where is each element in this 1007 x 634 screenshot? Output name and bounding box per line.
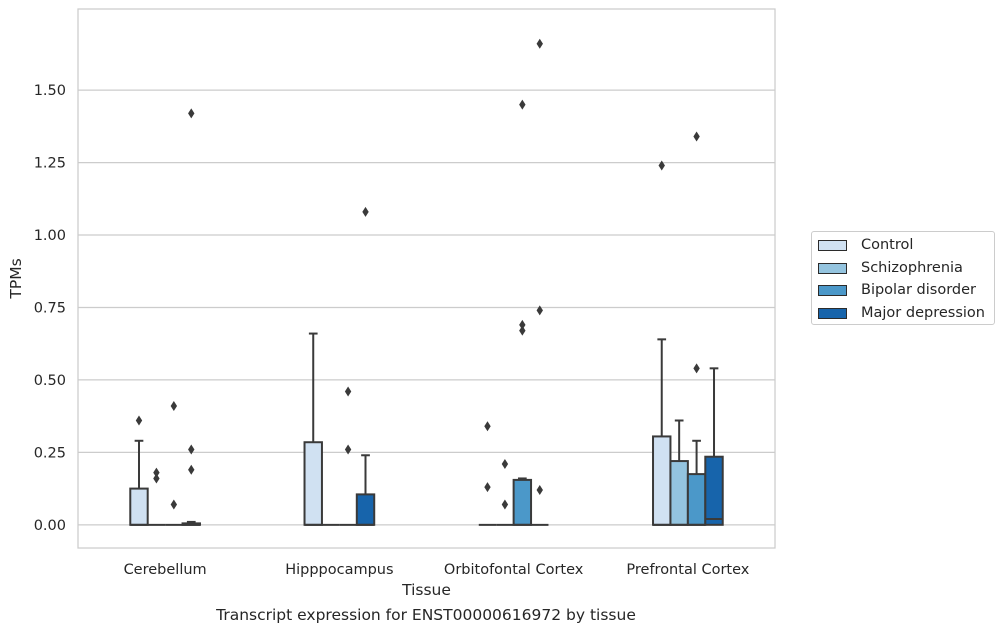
legend-swatch-schizophrenia: [818, 262, 847, 274]
box-group: [669, 419, 689, 526]
box-group: [303, 332, 323, 526]
box-group: [652, 338, 672, 526]
legend-label-control: Control: [861, 237, 914, 253]
box-group: [181, 520, 201, 526]
outlier-point: [188, 464, 195, 475]
box: [355, 493, 376, 526]
legend-label-bipolar-disorder: Bipolar disorder: [861, 282, 976, 298]
legend-item-schizophrenia: Schizophrenia: [818, 258, 963, 278]
outlier-point: [519, 99, 526, 110]
box-group: [686, 439, 707, 526]
legend-swatch-major-depression: [818, 307, 847, 319]
outlier-point: [501, 499, 509, 510]
box-group: [355, 454, 376, 526]
outlier-point: [170, 401, 178, 412]
chart-caption: Transcript expression for ENST0000061697…: [216, 606, 636, 624]
box-group: [129, 439, 149, 526]
y-tick-label: 0.25: [34, 445, 66, 461]
x-tick-label: Orbitofontal Cortex: [444, 562, 584, 578]
box-group: [704, 367, 724, 526]
box: [129, 487, 149, 526]
outlier-point: [519, 319, 526, 330]
x-tick-label: Prefrontal Cortex: [626, 562, 749, 578]
outlier-point: [536, 305, 543, 316]
outlier-point: [344, 444, 352, 455]
box: [704, 455, 724, 526]
outlier-point: [658, 160, 665, 171]
x-tick-labels: Cerebellum Hipppocampus Orbitofontal Corte…: [124, 562, 750, 578]
legend-swatch-control: [818, 239, 847, 251]
x-tick-label: Cerebellum: [124, 562, 207, 578]
legend-label-major-depression: Major depression: [861, 305, 985, 321]
outlier-point: [693, 131, 700, 142]
outlier-point: [188, 108, 195, 119]
legend-item-control: Control: [818, 235, 913, 255]
outlier-point: [188, 444, 195, 455]
box: [303, 441, 323, 526]
legend: Control Schizophrenia Bipolar disorder M…: [811, 231, 995, 325]
y-tick-label: 1.50: [34, 83, 66, 99]
outlier-point: [344, 386, 352, 397]
legend-label-schizophrenia: Schizophrenia: [861, 260, 963, 276]
legend-item-major-depression: Major depression: [818, 303, 985, 323]
outlier-point: [693, 363, 700, 374]
box: [669, 460, 689, 526]
outlier-point: [501, 458, 509, 469]
y-tick-labels: 0.00 0.25 0.50 0.75 1.00 1.25 1.50: [34, 83, 66, 534]
y-tick-label: 0.50: [34, 373, 66, 389]
y-tick-label: 0.00: [34, 518, 66, 534]
outlier-point: [153, 467, 160, 478]
outlier-point: [170, 499, 178, 510]
outlier-point: [362, 206, 369, 217]
outlier-point: [536, 38, 543, 49]
y-axis-label: TPMs: [7, 258, 25, 299]
legend-swatch-bipolar-disorder: [818, 284, 847, 296]
plot-area-frame: [77, 8, 776, 549]
x-tick-label: Hipppocampus: [285, 562, 393, 578]
boxes: [129, 332, 724, 526]
box: [686, 473, 707, 526]
outlier-point: [519, 325, 526, 336]
x-axis-label: Tissue: [401, 581, 451, 599]
outliers: [135, 38, 700, 510]
gridlines: [78, 89, 775, 526]
y-tick-label: 1.00: [34, 228, 66, 244]
outlier-point: [484, 482, 491, 493]
y-tick-label: 1.25: [34, 156, 66, 172]
y-tick-label: 0.75: [34, 300, 66, 316]
outlier-point: [484, 421, 491, 432]
box-group: [512, 477, 533, 526]
box: [652, 435, 672, 526]
outlier-point: [153, 473, 160, 484]
outlier-point: [135, 415, 143, 426]
box: [512, 478, 533, 526]
outlier-point: [536, 485, 543, 496]
legend-item-bipolar-disorder: Bipolar disorder: [818, 280, 976, 300]
